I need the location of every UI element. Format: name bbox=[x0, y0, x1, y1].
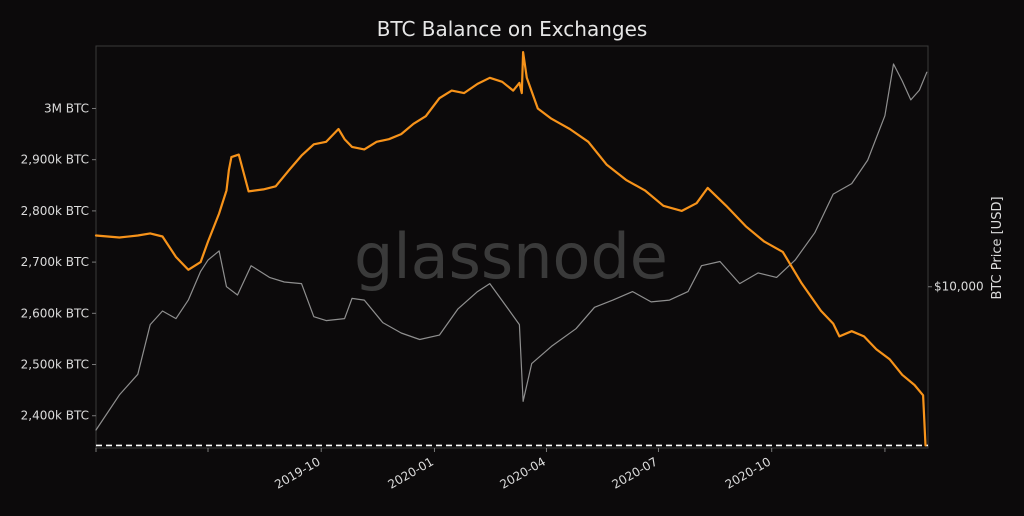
y-left-tick-label: 2,900k BTC bbox=[21, 153, 89, 167]
chart-title: BTC Balance on Exchanges bbox=[377, 17, 648, 41]
y-right-tick-label: $10,000 bbox=[934, 280, 984, 294]
plot-frame bbox=[95, 45, 929, 449]
watermark-text: glassnode bbox=[354, 220, 668, 293]
y-right-axis: $10,000 BTC Price [USD] bbox=[928, 196, 1005, 300]
y-left-axis: 2,400k BTC 2,500k BTC 2,600k BTC 2,700k BTC… bbox=[21, 101, 96, 423]
balance-series-layer bbox=[94, 50, 927, 447]
y-right-axis-label: BTC Price [USD] bbox=[990, 196, 1005, 299]
y-left-tick-label: 3M BTC bbox=[44, 101, 89, 115]
y-left-tick-label: 2,800k BTC bbox=[21, 204, 89, 218]
price-series-layer bbox=[95, 63, 928, 431]
y-left-tick-label: 2,500k BTC bbox=[21, 358, 89, 372]
y-left-tick-label: 2,400k BTC bbox=[21, 409, 89, 423]
y-left-tick-label: 2,700k BTC bbox=[21, 255, 89, 269]
balance-series-line bbox=[94, 50, 927, 447]
price-series-line bbox=[95, 63, 928, 431]
y-left-tick-label: 2,600k BTC bbox=[21, 306, 89, 320]
